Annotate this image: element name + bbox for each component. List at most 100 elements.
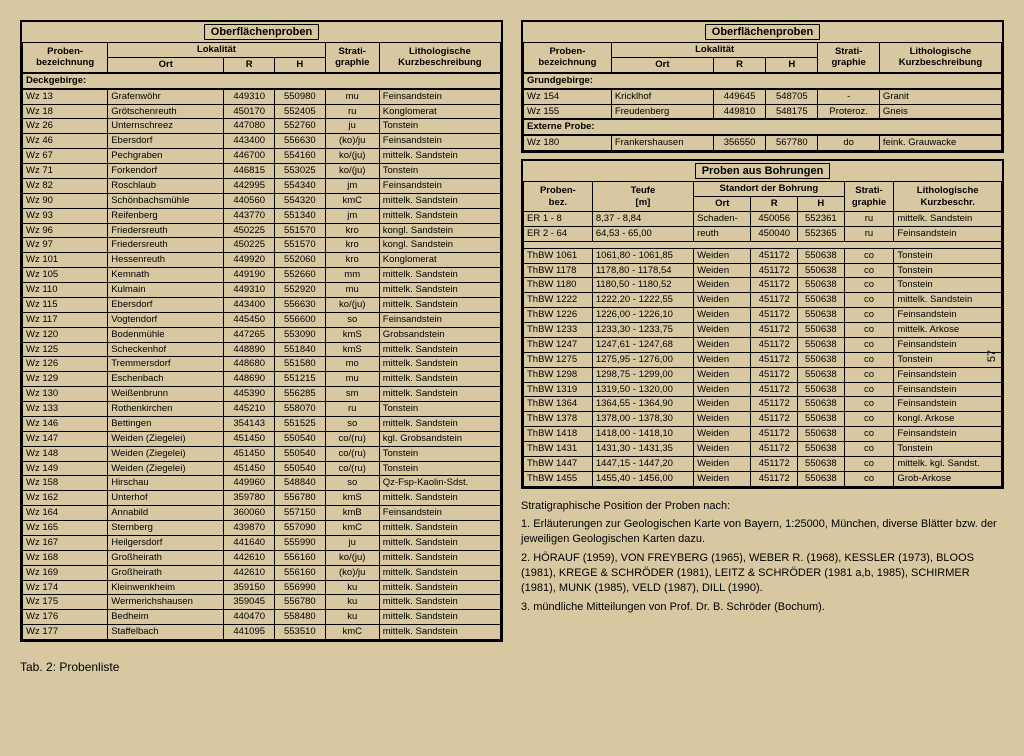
table-cell: Feinsandstein [894,367,1002,382]
table-cell: 449645 [713,89,765,104]
table-row: Wz 149Weiden (Ziegelei)451450550540co/(r… [23,461,501,476]
table-cell: co [844,382,894,397]
table-cell: ru [325,104,379,119]
table-cell: Wz 177 [23,625,108,640]
table-cell: Wz 96 [23,223,108,238]
table-cell: (ko)/ju [325,134,379,149]
hdr-r-b: R [751,197,798,212]
table-cell: ThBW 1233 [524,323,593,338]
table-cell: kmC [325,521,379,536]
table-cell: kmS [325,327,379,342]
table-cell: ku [325,580,379,595]
table-cell: Tonstein [894,278,1002,293]
table-cell: ThBW 1275 [524,352,593,367]
table-cell: 448890 [224,342,275,357]
table-cell: mittelk. Sandstein [379,208,500,223]
table-cell: ku [325,610,379,625]
table-cell: 64,53 - 65,00 [592,226,693,241]
table-cell: Tonstein [379,164,500,179]
table-cell: Wz 129 [23,372,108,387]
table-cell: 356550 [713,135,765,150]
table-cell: Weiden [694,471,751,486]
table-cell: Wz 169 [23,565,108,580]
table-cell: 551570 [275,223,326,238]
table-cell: Wz 149 [23,461,108,476]
table-cell: 558070 [275,402,326,417]
table-row: Wz 146Bettingen354143551525somittelk. Sa… [23,416,501,431]
table-row: Wz 115Ebersdorf443400556630ko/(ju)mittel… [23,297,501,312]
table-cell: Weiden [694,308,751,323]
table-row: Wz 147Weiden (Ziegelei)451450550540co/(r… [23,431,501,446]
table-cell: 553510 [275,625,326,640]
table-row: ThBW 12751275,95 - 1276,00Weiden45117255… [524,352,1002,367]
table-row: Wz 169Großheirath442610556160(ko)/jumitt… [23,565,501,580]
table-cell: 551525 [275,416,326,431]
table-cell: Konglomerat [379,104,500,119]
table-cell: mittelk. kgl. Sandst. [894,456,1002,471]
table-cell: Grob-Arkose [894,471,1002,486]
table-cell: do [818,135,879,150]
table-row: Wz 155Freudenberg449810548175Proteroz.Gn… [524,104,1002,119]
table-cell: Forkendorf [108,164,224,179]
table-cell: 448680 [224,357,275,372]
table-cell: kongl. Sandstein [379,223,500,238]
table-cell: Tonstein [894,248,1002,263]
table-cell: 556630 [275,297,326,312]
bohr-panel: Proben aus Bohrungen Proben-bez. Teufe[m… [521,159,1004,489]
table-cell: 451172 [751,397,798,412]
table-row: ThBW 13191319,50 - 1320,00Weiden45117255… [524,382,1002,397]
table-cell: Bodenmühle [108,327,224,342]
table-cell: 550638 [798,293,845,308]
table-cell: 550638 [798,263,845,278]
table-cell: ThBW 1178 [524,263,593,278]
table-cell: 443770 [224,208,275,223]
table-cell: Feinsandstein [379,89,500,104]
table-cell: 553090 [275,327,326,342]
table-cell: 1431,30 - 1431,35 [592,442,693,457]
table-cell: 551570 [275,238,326,253]
table-cell: Grafenwöhr [108,89,224,104]
table-row: ThBW 12981298,75 - 1299,00Weiden45117255… [524,367,1002,382]
table-cell: 567780 [766,135,818,150]
table-row: Wz 168Großheirath442610556160ko/(ju)mitt… [23,550,501,565]
hdr-litho: LithologischeKurzbeschreibung [379,43,500,73]
table-cell: Tonstein [379,461,500,476]
table-cell: 451172 [751,248,798,263]
hdr-h: H [275,57,326,72]
table-row: Wz 67Pechgraben446700554160ko/(ju)mittel… [23,149,501,164]
table-cell: Feinsandstein [894,427,1002,442]
table-cell: co/(ru) [325,431,379,446]
table-cell: Weiden [694,323,751,338]
table-cell: Feinsandstein [379,134,500,149]
table-cell: Kleinwenkheim [108,580,224,595]
table-cell: Konglomerat [379,253,500,268]
table-cell: Weiden [694,293,751,308]
table-cell: 556600 [275,312,326,327]
table-row: Wz 71Forkendorf446815553025ko/(ju)Tonste… [23,164,501,179]
table-cell: Weißenbrunn [108,387,224,402]
table-cell: mittelk. Sandstein [894,211,1002,226]
table-cell: 443400 [224,134,275,149]
table-cell: 556780 [275,595,326,610]
table-cell: 1298,75 - 1299,00 [592,367,693,382]
table-cell: Wz 117 [23,312,108,327]
table-cell: Pechgraben [108,149,224,164]
table-cell: 556630 [275,134,326,149]
table-cell: Wz 147 [23,431,108,446]
table-cell: Unternschreez [108,119,224,134]
table-cell: co [844,263,894,278]
table-row: Wz 162Unterhof359780556780kmSmittelk. Sa… [23,491,501,506]
table-cell: Unterhof [108,491,224,506]
table-cell: Wz 162 [23,491,108,506]
table-row: Wz 154Kricklhof449645548705-Granit [524,89,1002,104]
bohr-title: Proben aus Bohrungen [695,163,831,179]
table-cell: Tremmersdorf [108,357,224,372]
table-cell: 556780 [275,491,326,506]
section-deck: Deckgebirge: [23,73,501,89]
table-cell: 449310 [224,89,275,104]
table-cell: 554320 [275,193,326,208]
table-cell: Bedheim [108,610,224,625]
table-row: Wz 175Wermerichshausen359045556780kumitt… [23,595,501,610]
table-row: Wz 130Weißenbrunn445390556285smmittelk. … [23,387,501,402]
table-cell: Wz 13 [23,89,108,104]
